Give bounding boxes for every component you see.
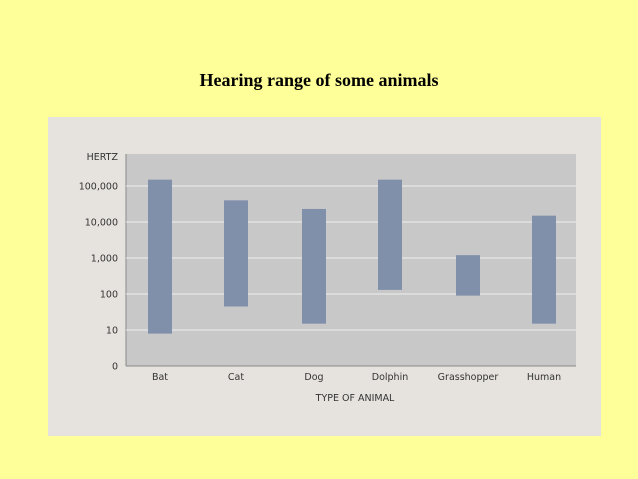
- y-tick-label: 100,000: [79, 182, 118, 193]
- range-bar-dog: [302, 208, 326, 324]
- category-label-dog: Dog: [304, 372, 323, 383]
- y-tick-label: 100: [100, 290, 118, 301]
- range-bar-cat: [224, 200, 248, 307]
- y-tick-labels: 0 10 100 1,000 10,000 100,000: [79, 182, 118, 373]
- y-axis-label: HERTZ: [87, 152, 119, 163]
- category-label-grasshopper: Grasshopper: [438, 372, 499, 383]
- y-tick-label: 10: [106, 326, 118, 337]
- category-labels: Bat Cat Dog Dolphin Grasshopper Human: [152, 372, 561, 383]
- category-label-dolphin: Dolphin: [372, 372, 408, 383]
- category-label-cat: Cat: [228, 372, 244, 383]
- y-tick-label: 0: [112, 362, 118, 373]
- range-bar-dolphin: [378, 179, 402, 290]
- hearing-range-chart: 0 10 100 1,000 10,000 100,000 Bat Cat Dog Dolphi…: [79, 152, 576, 404]
- category-label-bat: Bat: [152, 372, 168, 383]
- chart-title: Hearing range of some animals: [199, 70, 439, 90]
- y-tick-label: 10,000: [85, 218, 118, 229]
- plot-area: [126, 154, 576, 366]
- chart-panel: 0 10 100 1,000 10,000 100,000 Bat Cat Dog Dolphi…: [48, 117, 601, 436]
- range-bars: [148, 179, 556, 334]
- gridlines: [126, 185, 576, 331]
- range-bar-grasshopper: [456, 255, 480, 296]
- range-bar-human: [532, 215, 556, 324]
- category-label-human: Human: [527, 372, 561, 383]
- range-bar-bat: [148, 179, 172, 334]
- x-axis-label: TYPE OF ANIMAL: [315, 393, 395, 404]
- y-tick-label: 1,000: [91, 254, 118, 265]
